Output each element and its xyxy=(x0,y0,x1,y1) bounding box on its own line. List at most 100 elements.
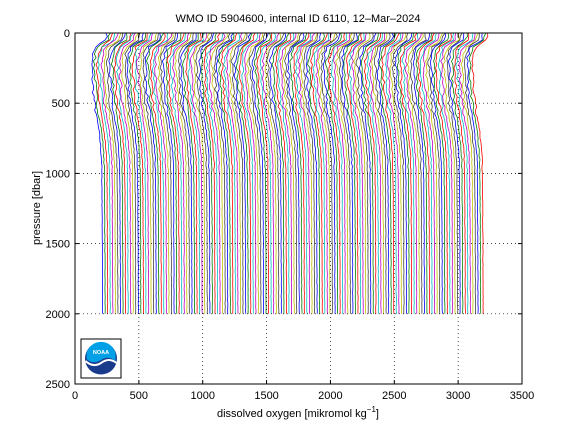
profile-line xyxy=(394,32,413,314)
profile-line xyxy=(401,32,419,314)
profile-line xyxy=(442,32,460,314)
profile-line xyxy=(294,32,312,314)
profile-line xyxy=(279,32,297,314)
profile-line xyxy=(220,32,238,314)
profile-line xyxy=(310,32,328,314)
profile-line xyxy=(268,32,287,314)
profile-line xyxy=(146,32,165,314)
profile-line xyxy=(409,33,427,314)
profile-line xyxy=(343,32,362,314)
x-axis-label-exponent: −1 xyxy=(367,405,377,414)
profile-line xyxy=(386,32,404,314)
y-tick-label: 500 xyxy=(52,98,70,110)
profile-line xyxy=(450,32,468,314)
profile-line xyxy=(253,32,272,314)
profile-line xyxy=(92,32,111,314)
profile-line xyxy=(248,32,266,314)
profile-line xyxy=(161,32,178,314)
profile-line xyxy=(287,32,305,314)
profile-line xyxy=(233,32,252,314)
profile-line xyxy=(134,32,152,314)
profile-line xyxy=(325,32,342,314)
profile-line xyxy=(460,32,479,314)
profile-line xyxy=(91,32,108,314)
profile-line xyxy=(330,32,347,314)
profile-line xyxy=(113,32,132,314)
profile-line xyxy=(435,32,452,314)
y-tick-label: 1000 xyxy=(46,168,70,180)
profile-line xyxy=(378,32,397,314)
profile-line xyxy=(368,32,385,314)
profile-line xyxy=(277,32,295,314)
profile-line xyxy=(358,32,377,314)
x-axis-label-end: ] xyxy=(376,408,379,420)
profile-line xyxy=(230,32,248,314)
profile-line xyxy=(154,32,173,314)
profile-line xyxy=(118,32,136,314)
profile-line xyxy=(373,32,391,314)
profile-line xyxy=(110,32,128,314)
profile-line xyxy=(297,32,316,314)
profile-line xyxy=(396,32,414,314)
profile-line xyxy=(185,32,202,314)
profile-line xyxy=(438,32,455,314)
profile-line xyxy=(366,32,383,314)
x-tick-label: 1000 xyxy=(190,390,214,402)
x-tick-label: 2500 xyxy=(382,390,406,402)
profile-line xyxy=(121,32,140,314)
profile-line xyxy=(142,32,159,314)
profile-line xyxy=(149,32,166,314)
profile-line xyxy=(432,32,450,314)
y-axis-label: pressure [dbar] xyxy=(31,171,43,245)
profile-line xyxy=(182,33,199,314)
chart-title: WMO ID 5904600, internal ID 6110, 12–Mar… xyxy=(176,13,421,25)
profile-line xyxy=(341,32,358,314)
profile-line xyxy=(417,32,435,314)
profile-line xyxy=(466,32,483,314)
profile-line xyxy=(317,32,336,314)
x-tick-label: 3000 xyxy=(446,390,470,402)
profile-line xyxy=(399,32,418,314)
profile-line xyxy=(471,32,489,314)
profile-line xyxy=(169,32,186,314)
noaa-logo: NOAA xyxy=(80,338,122,379)
logo-sky xyxy=(86,341,116,363)
x-tick-label: 0 xyxy=(72,390,78,402)
profile-line xyxy=(353,32,371,314)
y-axis-ticks: 0 500 1000 1500 2000 2500 xyxy=(46,28,522,391)
plot-frame xyxy=(74,32,523,385)
profile-line xyxy=(97,32,116,314)
profile-line xyxy=(241,32,259,314)
profile-line xyxy=(103,32,122,314)
profile-line xyxy=(322,32,341,314)
profile-line xyxy=(159,32,177,314)
profile-line xyxy=(223,32,240,314)
profile-line xyxy=(430,32,447,314)
profile-line xyxy=(422,32,440,314)
profile-line xyxy=(381,32,400,314)
grid-layer xyxy=(75,33,522,384)
profile-line xyxy=(261,32,280,314)
x-tick-label: 1500 xyxy=(254,390,278,402)
profile-line xyxy=(289,32,308,314)
profile-line xyxy=(198,32,215,314)
profile-line xyxy=(281,32,300,314)
profile-line xyxy=(338,32,355,314)
profile-line xyxy=(210,32,228,314)
profile-line xyxy=(371,32,388,314)
profile-line xyxy=(351,32,367,314)
profile-line xyxy=(100,32,119,314)
profile-line xyxy=(389,32,407,314)
profile-line xyxy=(453,32,470,314)
profile-line xyxy=(128,32,147,314)
profile-line xyxy=(266,32,285,314)
profile-line xyxy=(157,32,174,314)
profile-line xyxy=(446,32,463,314)
profile-line xyxy=(205,32,224,314)
profile-line xyxy=(174,32,192,314)
profile-line xyxy=(126,32,144,314)
profile-line xyxy=(312,32,330,314)
profile-line xyxy=(131,32,148,314)
profile-line xyxy=(407,32,424,314)
